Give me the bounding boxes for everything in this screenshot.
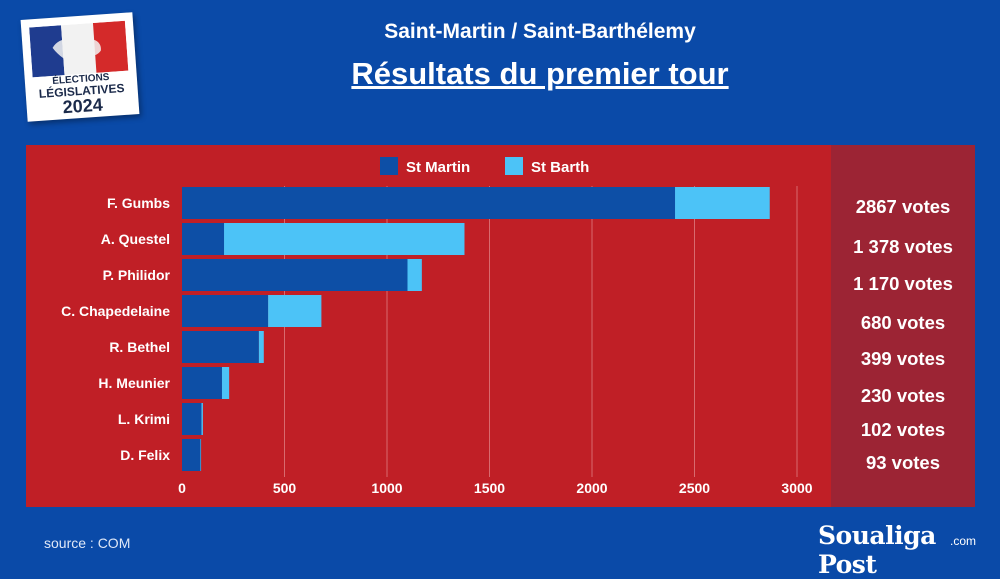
- vote-total: 93 votes: [865, 452, 941, 473]
- saint-martin-flag-icon: [29, 20, 129, 78]
- bar-st-barth: [221, 367, 230, 399]
- bar-st-martin: [182, 367, 222, 399]
- bar-st-barth: [200, 439, 202, 471]
- source-note: source : COM: [44, 535, 131, 551]
- brand-suffix: .com: [950, 534, 977, 548]
- category-label: P. Philidor: [103, 267, 171, 283]
- x-tick-label: 500: [273, 480, 297, 496]
- bar-chart: 0 500 1000 1500 2000 2500 3000 F. Gumbs A. Quest…: [61, 157, 813, 496]
- vote-total: 399 votes: [860, 348, 946, 369]
- bar-st-martin: [182, 439, 201, 471]
- bar-st-martin: [182, 295, 269, 327]
- votes-panel: [831, 145, 975, 507]
- x-tick-label: 2500: [679, 480, 710, 496]
- vote-total: 230 votes: [860, 385, 946, 406]
- bar-st-martin: [182, 223, 225, 255]
- legend-label: St Barth: [531, 159, 589, 176]
- vote-total: 102 votes: [860, 419, 946, 440]
- legend-label: St Martin: [406, 159, 470, 176]
- vote-total: 680 votes: [860, 312, 946, 333]
- x-tick-label: 2000: [576, 480, 607, 496]
- x-tick-label: 1500: [474, 480, 505, 496]
- category-label: C. Chapedelaine: [61, 303, 170, 319]
- x-tick-label: 3000: [781, 480, 812, 496]
- vote-total: 1 170 votes: [853, 273, 953, 294]
- bar-st-barth: [224, 223, 465, 255]
- legend-swatch: [505, 157, 523, 175]
- bar-st-martin: [182, 187, 676, 219]
- page-subtitle: Saint-Martin / Saint-Barthélemy: [384, 20, 696, 43]
- page-title: Résultats du premier tour: [351, 56, 729, 91]
- legend-swatch: [380, 157, 398, 175]
- bar-st-martin: [182, 403, 202, 435]
- elections-logo: ÉLECTIONS LÉGISLATIVES 2024: [20, 12, 140, 122]
- bar-st-barth: [258, 331, 264, 363]
- category-label: R. Bethel: [109, 339, 170, 355]
- category-label: L. Krimi: [118, 411, 170, 427]
- vote-total: 2867 votes: [855, 196, 951, 217]
- category-label: H. Meunier: [98, 375, 170, 391]
- bar-st-barth: [268, 295, 322, 327]
- vote-total: 1 378 votes: [853, 236, 953, 257]
- brand-logo: Soualiga Post: [818, 521, 936, 579]
- x-tick-label: 1000: [371, 480, 402, 496]
- bar-st-martin: [182, 259, 408, 291]
- bar-st-barth: [675, 187, 770, 219]
- category-label: A. Questel: [101, 231, 170, 247]
- bar-st-barth: [201, 403, 203, 435]
- bar-st-martin: [182, 331, 259, 363]
- category-label: F. Gumbs: [107, 195, 170, 211]
- category-label: D. Felix: [120, 447, 170, 463]
- bar-st-barth: [407, 259, 422, 291]
- x-tick-label: 0: [178, 480, 186, 496]
